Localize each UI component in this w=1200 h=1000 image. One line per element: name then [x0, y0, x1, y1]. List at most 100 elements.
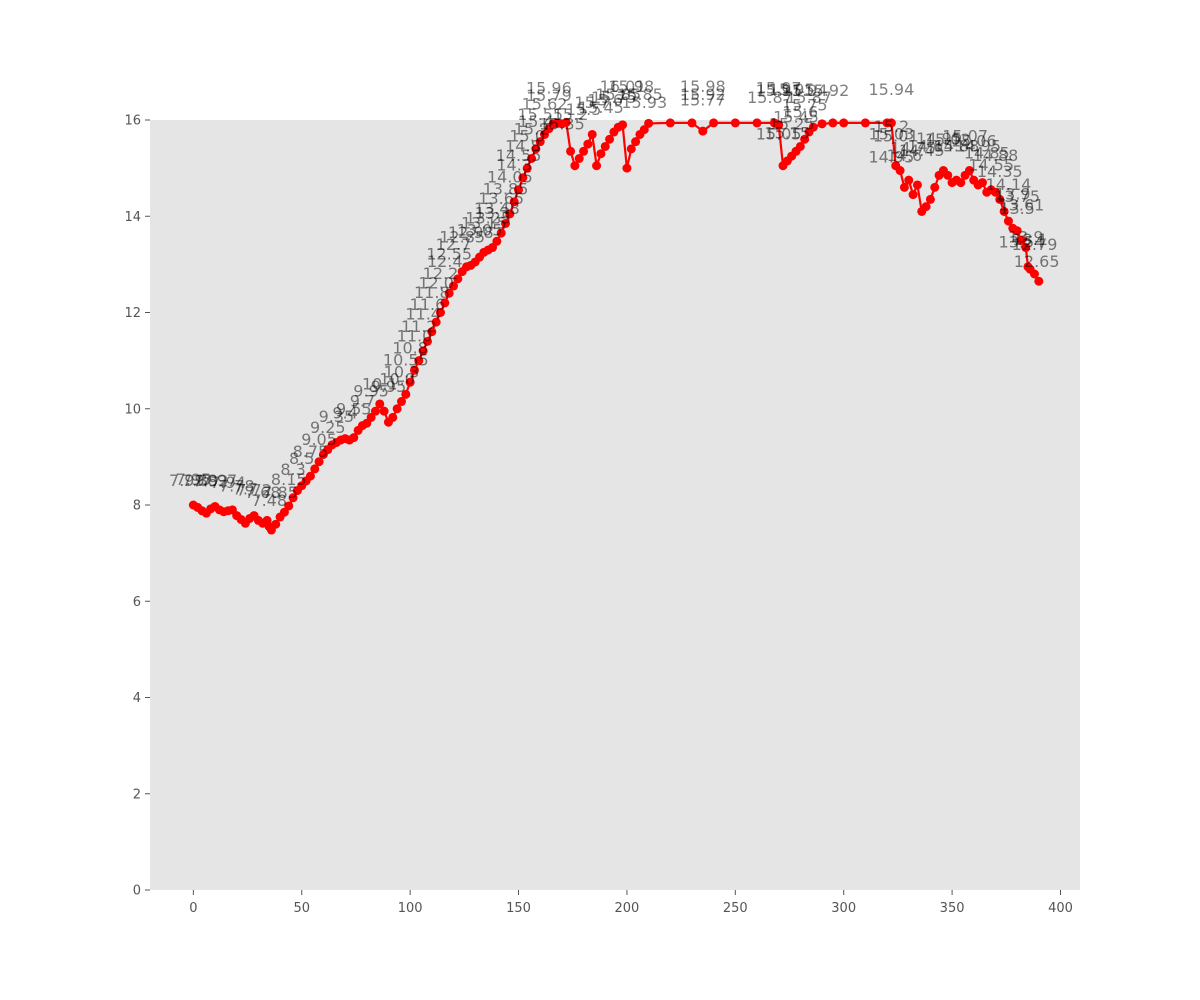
data-label: 15.01: [873, 127, 919, 146]
y-tick-label: 0: [133, 884, 141, 899]
data-label: 9.95: [371, 377, 407, 396]
data-point: [488, 243, 498, 253]
data-point: [440, 298, 450, 308]
data-label: 15.55: [517, 105, 563, 124]
data-label: 10.3: [384, 362, 420, 381]
data-label: 13.3: [475, 204, 511, 223]
data-label: 10.55: [383, 350, 429, 369]
data-label: 15.4: [518, 112, 554, 131]
data-label: 15.93: [621, 93, 667, 112]
data-label: 15.75: [782, 95, 828, 114]
y-tick-label: 4: [133, 691, 141, 706]
data-point: [522, 163, 532, 173]
x-tick-label: 200: [615, 901, 640, 916]
data-point: [288, 493, 298, 503]
data-label: 15.87: [747, 88, 793, 107]
data-label: 13.9: [1008, 228, 1044, 247]
data-label: 7.97: [202, 471, 238, 490]
data-label: 8.5: [289, 449, 314, 468]
data-point: [639, 125, 649, 135]
data-point: [839, 118, 849, 128]
data-label: 14.75: [890, 139, 936, 158]
data-point: [448, 281, 458, 291]
x-tick-label: 150: [506, 901, 531, 916]
data-label: 11.2: [401, 317, 437, 336]
data-label: 14.85: [964, 144, 1010, 163]
data-label: 14.14: [986, 175, 1032, 194]
data-label: 9.55: [336, 400, 372, 419]
data-label: 7.7: [233, 479, 258, 498]
data-label: 15.6: [783, 103, 819, 122]
data-point: [388, 412, 398, 422]
data-point: [860, 118, 870, 128]
data-point: [943, 170, 953, 180]
data-point: [501, 218, 511, 228]
y-tick-label: 10: [124, 402, 141, 417]
data-label: 11.0: [397, 326, 433, 345]
data-point: [531, 144, 541, 154]
data-label: 7.99: [169, 471, 205, 490]
y-tick-label: 12: [124, 306, 141, 321]
data-label: 15.94: [782, 81, 828, 100]
data-label: 15.2: [553, 105, 589, 124]
data-label: 11.6: [410, 295, 446, 314]
data-point: [687, 118, 697, 128]
data-label: 12.4: [427, 252, 463, 271]
data-label: 15.5: [566, 100, 602, 119]
data-label: 14.88: [934, 136, 980, 155]
data-point: [800, 134, 810, 144]
data-label: 12.79: [1012, 235, 1058, 254]
data-point: [427, 327, 437, 337]
y-tick-label: 8: [133, 499, 141, 514]
data-label: 12.2: [423, 264, 459, 283]
data-point: [527, 154, 537, 163]
data-label: 12.7: [436, 235, 472, 254]
data-point: [1012, 226, 1022, 236]
data-point: [401, 389, 411, 399]
data-point: [817, 119, 827, 129]
data-point: [375, 399, 385, 409]
data-label: 15.98: [608, 77, 654, 96]
data-label: 15.25: [769, 115, 815, 134]
data-point: [795, 141, 805, 151]
data-point: [583, 139, 593, 149]
data-point: [921, 202, 931, 212]
data-point: [431, 317, 441, 327]
data-label: 10.0: [379, 370, 415, 389]
data-label: 10.8: [392, 338, 428, 357]
data-label: 15.07: [942, 127, 988, 146]
data-label: 15.92: [680, 85, 726, 104]
data-label: 10.1: [362, 375, 398, 394]
data-point: [886, 118, 896, 128]
data-point: [1016, 235, 1026, 245]
y-tick-label: 6: [133, 595, 141, 610]
data-label: 15.05: [756, 124, 802, 143]
data-point: [698, 126, 708, 136]
data-point: [579, 146, 589, 156]
data-point: [310, 464, 320, 474]
data-point: [435, 308, 445, 317]
data-label: 15.94: [868, 80, 914, 99]
data-label: 11.8: [414, 283, 450, 302]
data-point: [1029, 269, 1039, 279]
data-point: [414, 356, 424, 366]
data-label: 8.3: [280, 460, 305, 479]
data-label: 13.75: [994, 187, 1040, 206]
data-point: [908, 190, 918, 200]
data-point: [592, 161, 602, 171]
data-point: [774, 120, 784, 130]
data-labels: 7.997.957.887.927.977.947.787.77.727.687…: [169, 77, 1060, 510]
data-point: [370, 406, 380, 416]
data-label: 15.15: [764, 123, 810, 142]
data-label: 7.68: [245, 483, 281, 502]
data-point: [514, 185, 524, 195]
data-point: [392, 404, 402, 414]
data-label: 8.75: [293, 442, 329, 461]
data-label: 9.7: [350, 391, 375, 410]
data-point: [396, 397, 406, 407]
data-point: [904, 175, 914, 185]
data-label: 13.25: [465, 208, 511, 227]
x-tick-label: 300: [831, 901, 856, 916]
data-label: 12.65: [1014, 252, 1060, 271]
data-label: 15.35: [539, 115, 585, 134]
